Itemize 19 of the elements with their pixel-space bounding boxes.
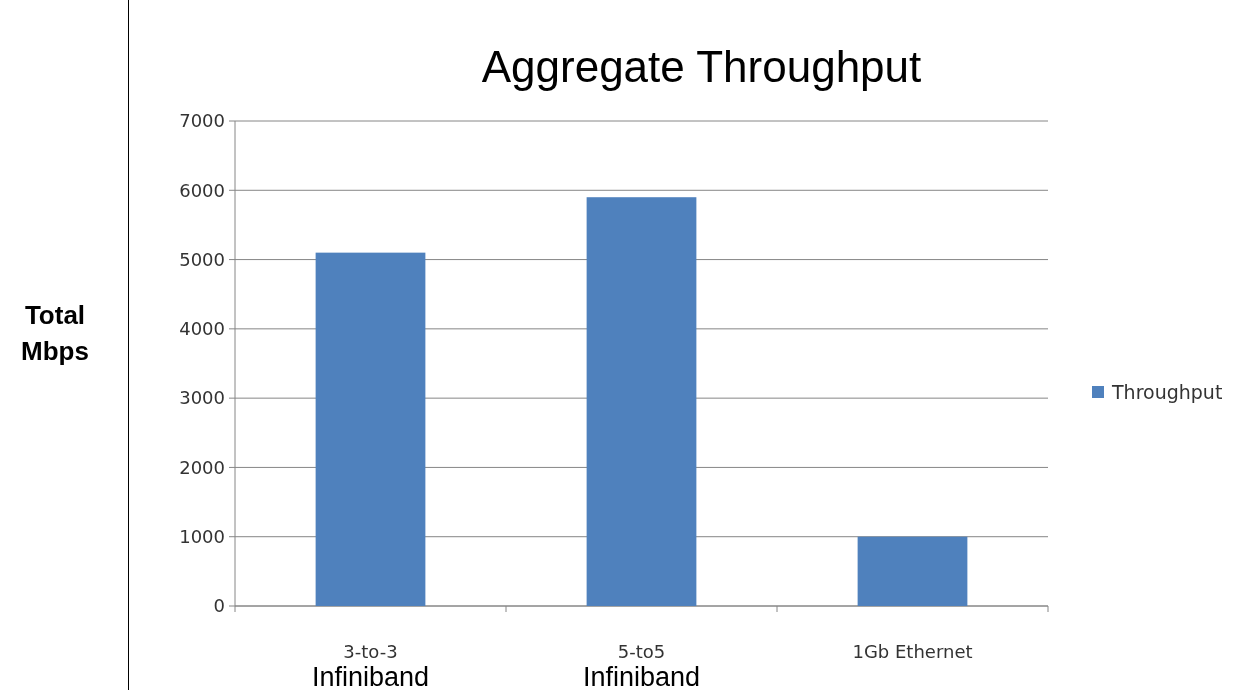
text: Infiniband: [311, 662, 430, 690]
y-tick-label: 5000: [179, 248, 225, 270]
y-tick-label: 3000: [179, 387, 225, 409]
y-tick-label: 1000: [179, 526, 225, 548]
x-tick-label: 1Gb Ethernet: [852, 641, 973, 662]
text: Infiniband: [582, 662, 701, 690]
y-tick-label: 0: [213, 595, 225, 617]
chart-title: Aggregate Throughput: [481, 42, 922, 91]
y-tick-label: 2000: [179, 456, 225, 478]
y-tick-label: 6000: [179, 179, 225, 201]
x-tick-label: 5-to5: [617, 641, 666, 662]
bar: [586, 197, 697, 606]
y-tick-label: 7000: [179, 110, 225, 132]
bar: [315, 252, 426, 606]
x-tick-label: 3-to-3: [343, 641, 398, 662]
bar: [857, 536, 968, 606]
y-tick-label: 4000: [179, 318, 225, 340]
legend-label: Throughput: [1111, 380, 1223, 403]
y-axis-title: Total Mbps: [21, 300, 89, 366]
